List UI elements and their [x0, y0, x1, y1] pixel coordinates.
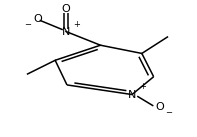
Text: O: O — [62, 4, 70, 14]
Text: N: N — [62, 27, 70, 36]
Text: N: N — [128, 90, 136, 99]
Text: O: O — [155, 102, 164, 112]
Text: −: − — [24, 20, 31, 29]
Text: −: − — [165, 108, 172, 117]
Text: +: + — [73, 20, 80, 29]
Text: +: + — [139, 82, 146, 92]
Text: O: O — [33, 14, 42, 24]
